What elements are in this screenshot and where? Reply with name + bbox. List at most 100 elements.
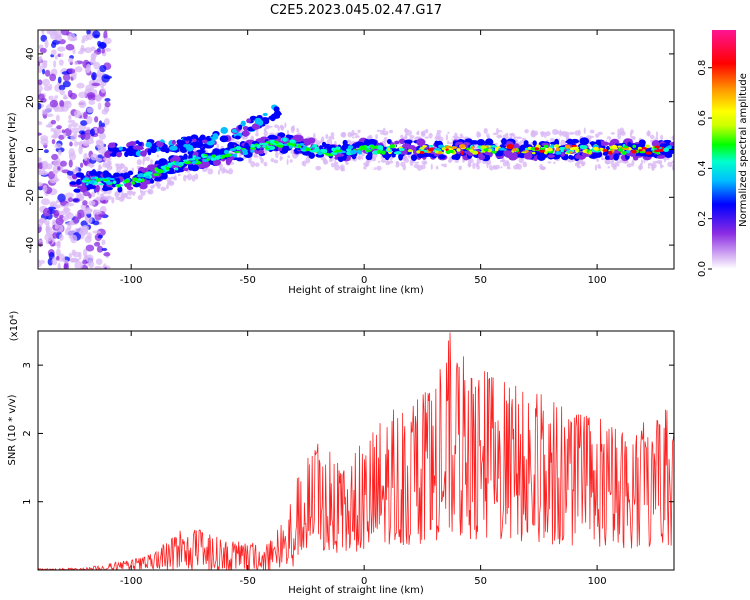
spectrogram-cell	[131, 181, 136, 185]
spectrogram-cell	[42, 78, 50, 87]
spectrogram-cell	[62, 80, 71, 88]
y-tick-label: 20	[25, 95, 36, 108]
spectrogram-cell	[51, 256, 58, 266]
spectrogram-cell	[335, 146, 341, 150]
spectrogram-cell	[225, 157, 233, 164]
spectrogram-cell	[589, 129, 595, 134]
spectrogram-cell	[275, 151, 279, 159]
x-tick-label: 0	[361, 275, 367, 286]
spectrogram-cell	[63, 100, 71, 105]
spectrogram-panel: -100 -50 0 50 100 -40 -20 0 20 40 Height of stra…	[7, 29, 675, 296]
spectrogram-cell	[126, 196, 132, 200]
spectrogram-cell	[476, 164, 480, 170]
spectrogram-cell	[176, 143, 182, 149]
spectrogram-cell	[323, 148, 328, 154]
spectrogram-cell	[286, 129, 290, 136]
spectrogram-cell	[50, 127, 55, 132]
spectrogram-cell	[279, 155, 283, 161]
spectrogram-cell	[70, 234, 78, 244]
spectrogram-cell	[637, 165, 644, 170]
x-tick-label: 0	[361, 576, 367, 587]
spectrogram-cell	[93, 242, 101, 247]
spectrogram-cell	[147, 189, 154, 195]
spectrogram-cell	[57, 262, 61, 269]
spectrogram-cell	[641, 147, 648, 150]
spectrogram-cell	[651, 162, 657, 169]
spectrogram-cell	[138, 173, 144, 177]
spectrogram-cell	[137, 194, 143, 201]
spectrogram-cell	[616, 160, 620, 167]
spectrogram-cell	[543, 144, 549, 148]
spectrogram-cell	[103, 118, 110, 126]
spectrogram-cell	[42, 68, 46, 75]
spectrogram-cell	[629, 132, 632, 138]
spectrogram-cell	[40, 170, 49, 176]
spectrogram-cell	[91, 191, 96, 198]
spectrogram-cell	[447, 131, 450, 134]
spectrogram-cell	[219, 135, 229, 143]
spectrogram-cell	[120, 163, 123, 167]
spectrogram-cell	[78, 251, 82, 260]
spectrogram-cell	[116, 151, 123, 158]
spectrogram-cell	[263, 161, 268, 167]
spectrogram-cell	[671, 135, 674, 141]
y-tick-label: -40	[25, 237, 36, 253]
spectrogram-cell	[65, 221, 75, 226]
spectrogram-cell	[204, 154, 208, 157]
spectrogram-cell	[509, 133, 514, 136]
spectrogram-cell	[233, 153, 238, 158]
spectrogram-cell	[437, 144, 445, 149]
spectrogram-cell	[381, 150, 386, 155]
spectrogram-cell	[469, 140, 479, 145]
spectrogram-cell	[116, 184, 121, 188]
spectrogram-cell	[246, 118, 252, 123]
spectrogram-cell	[66, 202, 74, 207]
spectrogram-cell	[57, 76, 62, 84]
spectrogram-cell	[538, 149, 545, 153]
spectrogram-cell	[453, 153, 461, 161]
spectrogram-cell	[547, 161, 552, 164]
spectrogram-cell	[42, 185, 48, 193]
spectrogram-cell	[74, 165, 79, 174]
spectrogram-cell	[201, 139, 208, 144]
spectrogram-x-label: Height of straight line (km)	[288, 285, 424, 296]
spectrogram-cell	[564, 144, 571, 149]
spectrogram-cell	[560, 139, 566, 147]
spectrogram-cell	[610, 132, 615, 135]
spectrogram-cell	[257, 119, 264, 126]
spectrogram-cell	[445, 134, 449, 141]
spectrogram-cell	[108, 144, 116, 148]
spectrogram-cell	[194, 156, 202, 160]
spectrogram-cell	[98, 164, 102, 171]
spectrogram-cell	[551, 153, 561, 160]
spectrogram-cell	[38, 121, 43, 126]
spectrogram-cell	[74, 260, 84, 269]
spectrogram-cell	[118, 146, 123, 151]
spectrogram-cell	[38, 132, 43, 136]
spectrogram-cell	[103, 193, 109, 197]
spectrogram-cell	[656, 155, 665, 159]
spectrogram-cell	[63, 132, 67, 138]
spectrogram-cell	[229, 148, 237, 152]
spectrogram-cell	[363, 162, 368, 166]
spectrogram-cell	[58, 59, 64, 66]
spectrogram-cell	[269, 139, 276, 144]
spectrogram-cell	[73, 188, 81, 193]
spectrogram-cell	[256, 144, 261, 149]
spectrogram-cell	[40, 198, 50, 206]
x-tick-label: -100	[120, 576, 143, 587]
spectrogram-cell	[165, 170, 176, 175]
spectrogram-cell	[185, 144, 194, 152]
spectrogram-cell	[112, 180, 117, 184]
spectrogram-cell	[330, 151, 338, 155]
spectrogram-cell	[270, 158, 275, 163]
spectrogram-cell	[38, 55, 43, 63]
spectrogram-cell	[60, 53, 64, 58]
spectrogram-cell	[84, 227, 89, 235]
spectrogram-cell	[409, 134, 415, 139]
spectrogram-y-label: Frequency (Hz)	[7, 112, 18, 188]
spectrogram-cell	[166, 182, 172, 185]
spectrogram-cell	[505, 132, 509, 136]
spectrogram-cell	[90, 153, 99, 161]
spectrogram-cell	[655, 131, 658, 137]
